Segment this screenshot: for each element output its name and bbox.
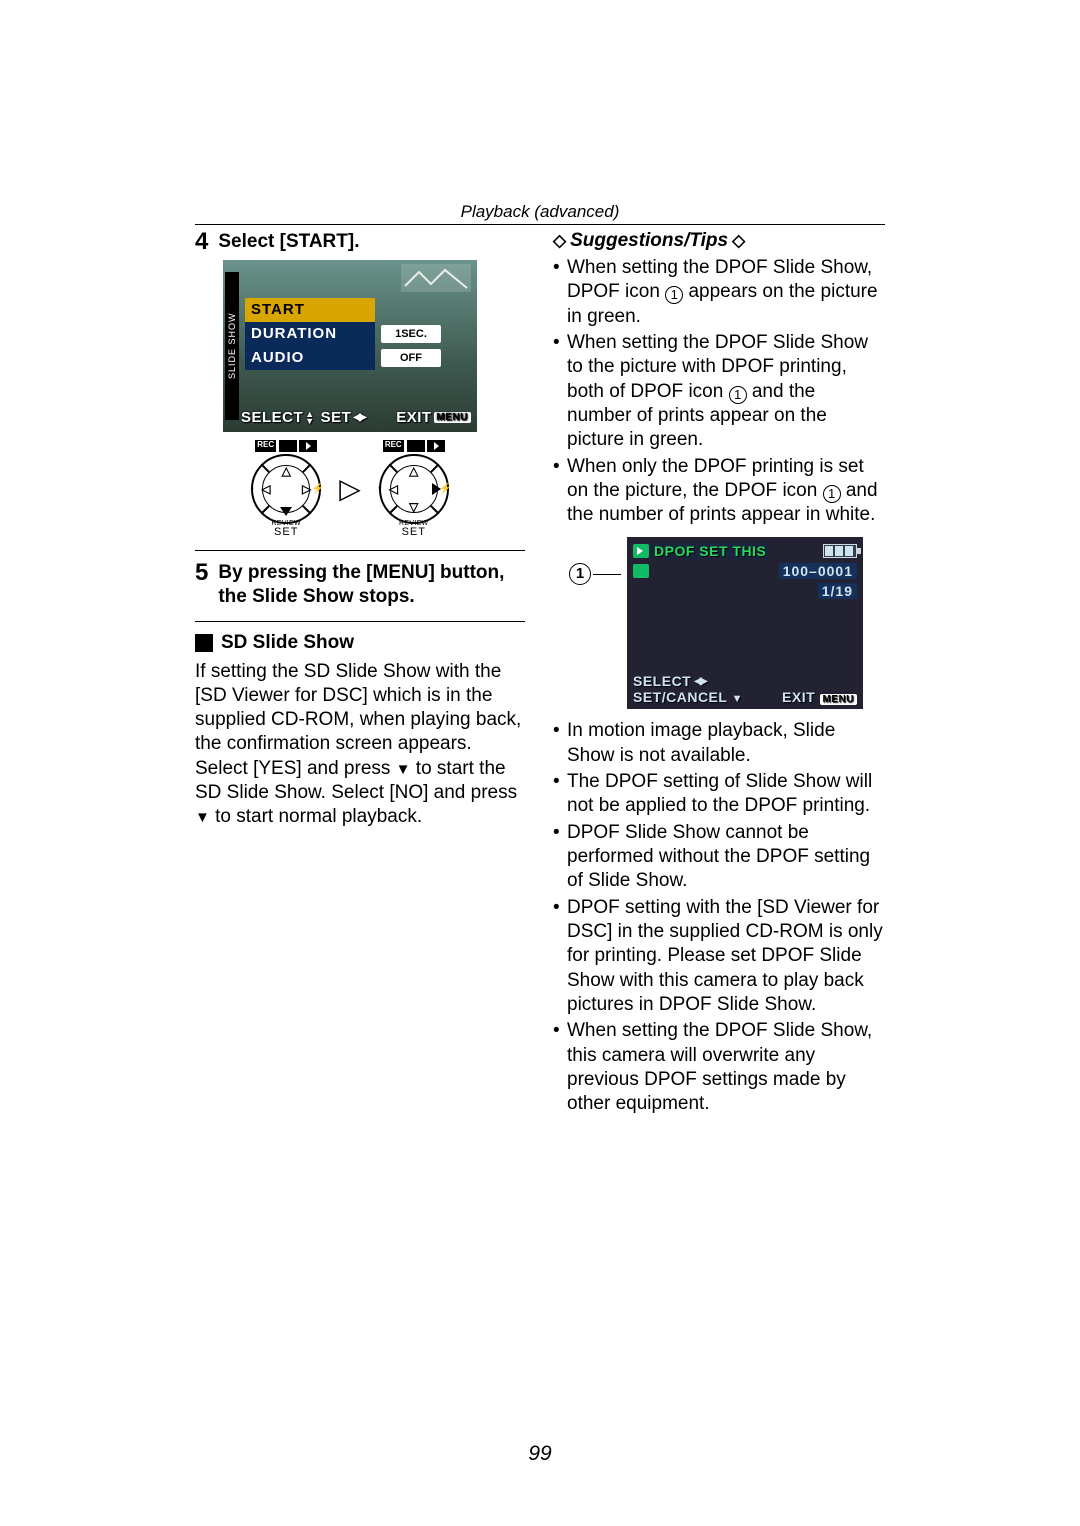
review-label: REVIEW (272, 520, 301, 527)
down-arrow-icon: ▽ (409, 500, 418, 514)
set-cancel-indicator: SET/CANCEL ▼ (633, 689, 743, 705)
down-triangle-icon: ▼ (195, 809, 210, 826)
set-indicator: SET◀▶ (321, 409, 365, 426)
two-column-layout: 4 Select [START]. SLIDE SHOW START (195, 230, 885, 1118)
play-mode-icon (427, 440, 445, 452)
callout-leader (593, 574, 621, 576)
suggestions-tips-heading: ◇ Suggestions/Tips ◇ (553, 230, 883, 252)
mode-icon (279, 440, 297, 452)
side-tab-label: SLIDE SHOW (225, 272, 239, 420)
flash-icon: ⚡ (312, 484, 324, 495)
tip-item: When only the DPOF printing is set on th… (553, 455, 883, 528)
menu-value: OFF (381, 349, 441, 367)
circled-one-icon: 1 (823, 485, 841, 503)
step-text: By pressing the [MENU] button, the Slide… (218, 561, 525, 609)
dpof-set-label: DPOF SET THIS (652, 543, 768, 559)
rec-icon: REC (255, 440, 276, 452)
menu-list: START DURATION 1SEC. AUDIO OFF (245, 298, 459, 370)
play-mode-icon (299, 440, 317, 452)
menu-row-duration: DURATION 1SEC. (245, 322, 459, 346)
image-counter: 1/19 (818, 583, 857, 599)
section-header: Playback (advanced) (195, 202, 885, 225)
square-bullet-icon (195, 634, 213, 652)
dial-left: REC △ ◁ ▷ (251, 440, 321, 538)
review-label: REVIEW (399, 520, 428, 527)
lcd-bottom-bar: SELECT▲▼ SET◀▶ EXITMENU (241, 404, 471, 426)
slideshow-menu-figure: SLIDE SHOW START DURATION 1SEC. (223, 260, 477, 538)
set-caption: SET (274, 526, 298, 538)
tip-item: The DPOF setting of Slide Show will not … (553, 770, 883, 819)
dial-diagram: REC △ ◁ ▷ (223, 440, 477, 538)
step-5: 5 By pressing the [MENU] button, the Sli… (195, 561, 525, 609)
left-arrow-icon: ◁ (389, 482, 398, 496)
mode-icon (407, 440, 425, 452)
circled-one-icon: 1 (729, 386, 747, 404)
exit-indicator: EXITMENU (396, 409, 471, 426)
down-triangle-icon: ▼ (396, 761, 411, 778)
sd-slideshow-body: If setting the SD Slide Show with the [S… (195, 660, 525, 830)
lcd-screen: SLIDE SHOW START DURATION 1SEC. (223, 260, 477, 432)
nav-dial: △ ◁ ▷ ◔ ⚡ REVIEW (251, 454, 321, 524)
menu-label: AUDIO (245, 346, 375, 370)
down-press-icon (280, 507, 292, 516)
menu-label: START (245, 298, 375, 322)
right-arrow-icon: ▷ (302, 482, 311, 496)
left-column: 4 Select [START]. SLIDE SHOW START (195, 230, 525, 1118)
mode-icons: REC (255, 440, 317, 452)
select-indicator: SELECT◀▶ (633, 673, 857, 689)
up-arrow-icon: △ (409, 464, 418, 478)
heading-text: SD Slide Show (221, 632, 354, 654)
dial-right: REC △ ▽ ◁ (379, 440, 449, 538)
timer-icon: ◔ (376, 484, 382, 495)
tip-item: When setting the DPOF Slide Show, DPOF i… (553, 256, 883, 329)
play-mode-icon (633, 544, 649, 558)
tip-item: DPOF setting with the [SD Viewer for DSC… (553, 896, 883, 1018)
manual-page: Playback (advanced) 4 Select [START]. SL… (0, 0, 1080, 1526)
page-number: 99 (0, 1442, 1080, 1466)
step-number: 4 (195, 230, 208, 254)
callout-number: 1 (569, 563, 591, 585)
circled-one-icon: 1 (665, 286, 683, 304)
tip-item: DPOF Slide Show cannot be performed with… (553, 821, 883, 894)
file-number: 100–0001 (779, 563, 857, 579)
tip-item: In motion image playback, Slide Show is … (553, 719, 883, 768)
callout: 1 (569, 563, 621, 585)
flash-icon: ⚡ (439, 484, 451, 495)
menu-value: 1SEC. (381, 325, 441, 343)
menu-label: DURATION (245, 322, 375, 346)
sequence-arrow-icon: ▷ (339, 475, 361, 503)
step-number: 5 (195, 561, 208, 609)
dpof-screen-figure: 1 DPOF SET THIS 100–0001 1/19 (569, 537, 883, 709)
exit-indicator: EXIT MENU (782, 689, 857, 705)
diamond-icon: ◇ (553, 231, 566, 251)
left-arrow-icon: ◁ (261, 482, 270, 496)
tips-list-top: When setting the DPOF Slide Show, DPOF i… (553, 256, 883, 527)
menu-row-audio: AUDIO OFF (245, 346, 459, 370)
dpof-icon (633, 564, 649, 578)
tip-item: When setting the DPOF Slide Show, this c… (553, 1019, 883, 1116)
divider (195, 550, 525, 551)
mode-icons: REC (383, 440, 445, 452)
tips-list-bottom: In motion image playback, Slide Show is … (553, 719, 883, 1116)
menu-row-start: START (245, 298, 459, 322)
sd-slideshow-heading: SD Slide Show (195, 632, 525, 654)
rec-icon: REC (383, 440, 404, 452)
step-4: 4 Select [START]. (195, 230, 525, 254)
up-arrow-icon: △ (282, 464, 291, 478)
battery-icon (823, 544, 857, 558)
select-indicator: SELECT▲▼ (241, 409, 315, 426)
diamond-icon: ◇ (732, 231, 745, 251)
timer-icon: ◔ (248, 484, 254, 495)
divider (195, 621, 525, 622)
lcd-screen: DPOF SET THIS 100–0001 1/19 SELECT◀▶ SET… (627, 537, 863, 709)
set-caption: SET (402, 526, 426, 538)
step-text: Select [START]. (218, 230, 359, 254)
tip-item: When setting the DPOF Slide Show to the … (553, 331, 883, 453)
thumbnail-icon (401, 264, 471, 292)
right-column: ◇ Suggestions/Tips ◇ When setting the DP… (553, 230, 883, 1118)
nav-dial: △ ▽ ◁ ◔ ⚡ REVIEW (379, 454, 449, 524)
